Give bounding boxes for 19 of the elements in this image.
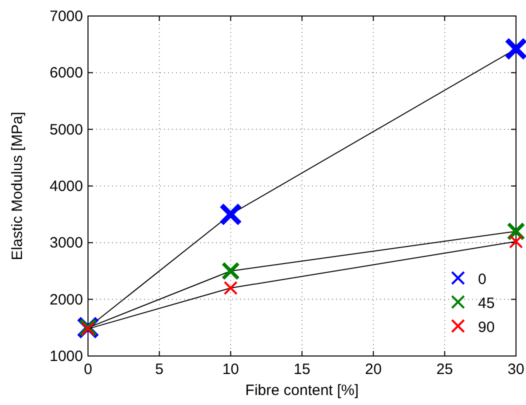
y-tick-label: 5000 (50, 121, 83, 138)
legend-label: 45 (478, 295, 495, 312)
x-tick-label: 5 (155, 361, 164, 378)
x-tick-label: 20 (364, 361, 382, 378)
x-axis-title: Fibre content [%] (245, 382, 359, 399)
y-axis-title: Elastic Modulus [MPa] (9, 112, 26, 260)
x-tick-label: 15 (294, 361, 310, 378)
x-tick-label: 0 (84, 361, 92, 378)
y-tick-label: 2000 (50, 291, 83, 308)
y-tick-label: 1000 (50, 348, 83, 365)
y-tick-label: 6000 (50, 64, 83, 82)
x-tick-label: 10 (222, 361, 240, 378)
x-tick-label: 30 (508, 361, 524, 378)
y-tick-label: 3000 (50, 234, 83, 252)
y-tick-label: 4000 (50, 178, 83, 195)
legend-label: 0 (478, 271, 486, 288)
legend-label: 90 (478, 319, 495, 336)
x-tick-label: 25 (436, 361, 454, 378)
y-tick-label: 7000 (50, 8, 83, 25)
